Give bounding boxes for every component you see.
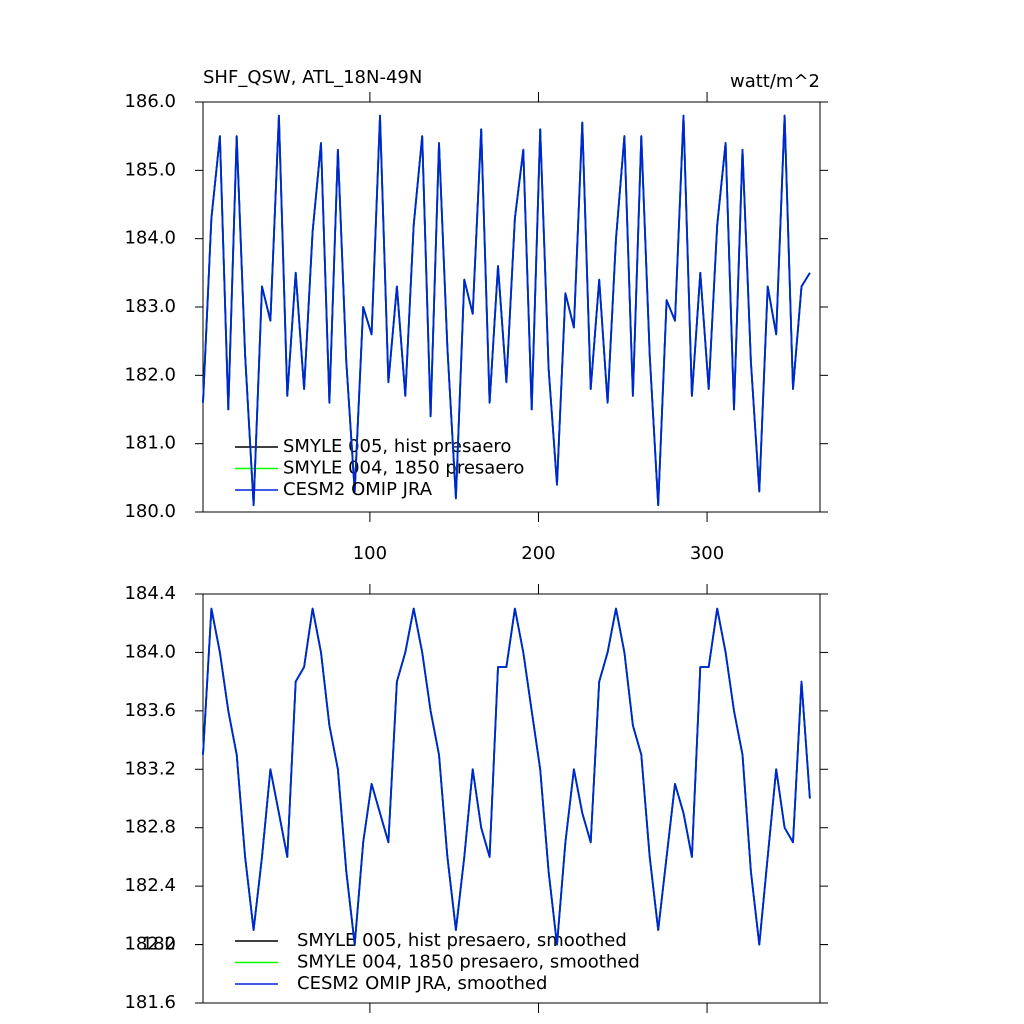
y-tick-label: 182.8 (124, 817, 176, 838)
series-line (202, 114, 811, 507)
legend-label: SMYLE 004, 1850 presaero (283, 458, 524, 479)
y-tick-label: 186.0 (124, 91, 176, 112)
units-label: watt/m^2 (730, 71, 820, 92)
y-tick-label: 180.0 (124, 501, 176, 522)
chart-title: SHF_QSW, ATL_18N-49N (203, 67, 422, 88)
y-tick-label: 184.0 (124, 228, 176, 249)
x-tick-label: 100 (353, 543, 387, 564)
legend-label: SMYLE 005, hist presaero, smoothed (297, 930, 627, 951)
legend-label: SMYLE 005, hist presaero (283, 436, 511, 457)
legend-label: SMYLE 004, 1850 presaero, smoothed (297, 952, 640, 973)
y-tick-label: 181.0 (124, 433, 176, 454)
y-tick-label: 182.0 (124, 934, 176, 955)
y-tick-label: 185.0 (124, 159, 176, 180)
legend-label: CESM2 OMIP JRA (283, 479, 433, 500)
y-tick-label: 181.6 (124, 992, 176, 1013)
x-tick-label: 300 (690, 543, 724, 564)
x-tick-label: 200 (521, 543, 555, 564)
legend-label: CESM2 OMIP JRA, smoothed (297, 973, 547, 994)
y-tick-label: 184.4 (124, 583, 176, 604)
series-line (202, 607, 811, 946)
y-tick-label: 182.0 (124, 364, 176, 385)
series-line (202, 607, 811, 946)
y-tick-label: 183.0 (124, 296, 176, 317)
y-tick-label: 184.0 (124, 641, 176, 662)
y-tick-label: 183.2 (124, 758, 176, 779)
plot-frame (202, 593, 821, 1004)
y-tick-label: 183.6 (124, 700, 176, 721)
y-tick-label: 182 (142, 934, 176, 955)
series-line (202, 607, 811, 946)
y-tick-label: 182.4 (124, 875, 176, 896)
